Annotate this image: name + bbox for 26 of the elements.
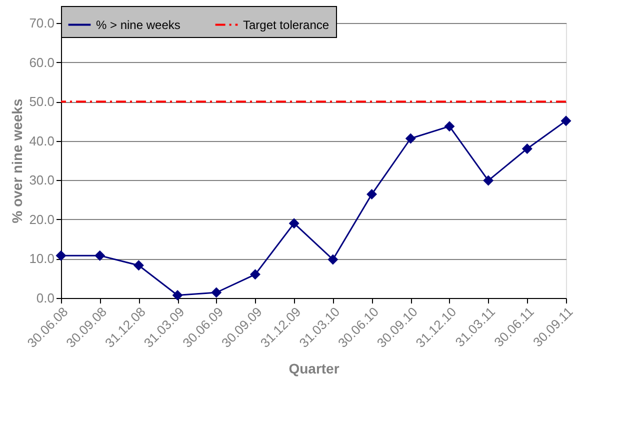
point xyxy=(522,143,532,154)
point xyxy=(288,218,300,229)
y-tick-label: 70.0 xyxy=(29,16,54,30)
point xyxy=(328,254,338,265)
y-tick-label: 10.0 xyxy=(29,251,54,266)
y-tick-label: 40.0 xyxy=(29,133,54,148)
point xyxy=(94,250,106,261)
y-tick-label: 30.0 xyxy=(29,172,54,188)
y-tick-label: 50.0 xyxy=(29,94,54,110)
point xyxy=(560,116,572,126)
legend-label: Target tolerance xyxy=(243,18,330,32)
legend-label: % > nine weeks xyxy=(96,18,180,32)
point xyxy=(172,290,183,300)
point xyxy=(211,287,222,298)
point xyxy=(483,175,494,186)
point xyxy=(405,133,416,144)
y-axis-title: % over nine weeks xyxy=(9,98,26,224)
y-tick-label: 20.0 xyxy=(29,212,54,227)
y-tick-label: 60.0 xyxy=(29,54,54,70)
y-tick-label: 0.0 xyxy=(36,290,54,306)
point xyxy=(444,121,455,132)
point xyxy=(56,250,66,261)
point xyxy=(133,260,144,271)
point xyxy=(250,269,260,280)
x-axis-title: Quarter xyxy=(288,360,340,376)
point xyxy=(366,189,378,200)
